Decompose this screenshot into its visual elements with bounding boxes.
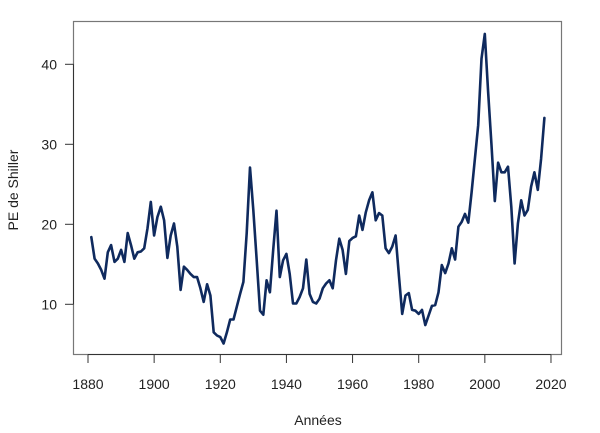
pe-series-line	[90, 32, 546, 345]
plot-frame	[72, 20, 563, 356]
x-tick-label: 1900	[139, 376, 170, 392]
x-axis: 1880 1900 1920 1940 1960 1980 2000 2020	[72, 354, 567, 392]
x-tick-label: 1880	[72, 376, 103, 392]
y-axis: 10 20 30 40	[41, 56, 74, 312]
x-tick-label: 1960	[337, 376, 368, 392]
y-tick-label: 40	[41, 56, 57, 72]
y-axis-label: PE de Shiller	[5, 149, 21, 230]
y-tick-label: 30	[41, 136, 57, 152]
y-tick-label: 10	[41, 296, 57, 312]
x-tick-label: 1980	[403, 376, 434, 392]
x-tick-label: 2000	[469, 376, 500, 392]
y-tick-label: 20	[41, 216, 57, 232]
x-tick-label: 1920	[205, 376, 236, 392]
x-tick-label: 2020	[535, 376, 566, 392]
x-axis-label: Années	[294, 412, 341, 428]
x-tick-label: 1940	[271, 376, 302, 392]
